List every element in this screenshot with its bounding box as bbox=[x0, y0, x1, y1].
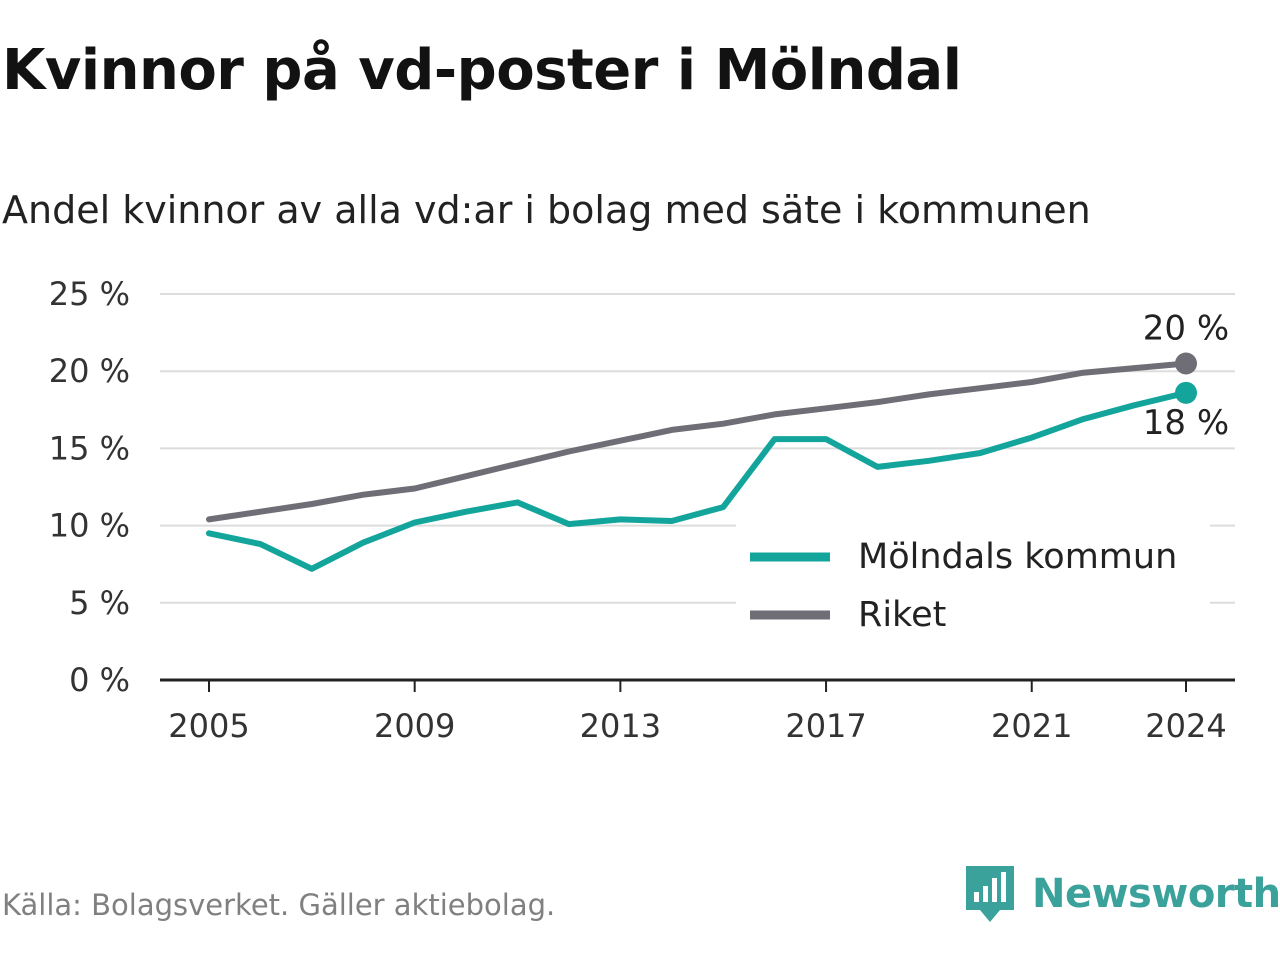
chart-title: Kvinnor på vd-poster i Mölndal bbox=[2, 38, 962, 103]
end-value-label: 20 % bbox=[1143, 308, 1229, 348]
y-tick-label: 15 % bbox=[49, 429, 130, 467]
legend-background bbox=[736, 522, 1210, 650]
x-tick-label: 2017 bbox=[785, 707, 866, 745]
y-tick-label: 20 % bbox=[49, 352, 130, 390]
newsworthy-chart-icon bbox=[966, 866, 1014, 922]
series-end-point bbox=[1175, 381, 1197, 404]
end-value-label: 18 % bbox=[1143, 403, 1229, 443]
series-end-point bbox=[1175, 352, 1197, 375]
x-tick-label: 2009 bbox=[374, 707, 455, 745]
x-tick-label: 2013 bbox=[580, 707, 661, 745]
x-tick-label: 2021 bbox=[991, 707, 1072, 745]
x-axis: 2005 2009 2013 2017 2021 2024 bbox=[160, 678, 1235, 745]
x-tick-label: 2024 bbox=[1145, 707, 1226, 745]
series-line bbox=[206, 389, 1189, 572]
y-tick-label: 25 % bbox=[49, 275, 130, 313]
legend-label: Mölndals kommun bbox=[858, 537, 1177, 577]
brand-name: Newsworthy bbox=[1032, 871, 1280, 917]
brand-logo-block[interactable]: Newsworthy bbox=[964, 864, 1280, 924]
chart-subtitle: Andel kvinnor av alla vd:ar i bolag med … bbox=[2, 188, 1091, 232]
series-line bbox=[206, 360, 1189, 523]
series-lines bbox=[206, 352, 1197, 572]
legend-label: Riket bbox=[858, 595, 946, 635]
source-note: Källa: Bolagsverket. Gäller aktiebolag. bbox=[2, 888, 556, 922]
x-tick-label: 2005 bbox=[168, 707, 249, 745]
end-labels: 18 % 20 % bbox=[1143, 308, 1229, 442]
legend: Mölndals kommun Riket bbox=[736, 522, 1210, 650]
y-axis-ticks: 0 % 5 % 10 % 15 % 20 % 25 % bbox=[49, 275, 130, 699]
y-tick-label: 5 % bbox=[69, 584, 130, 622]
y-tick-label: 0 % bbox=[69, 661, 130, 699]
y-tick-label: 10 % bbox=[49, 507, 130, 545]
line-chart: 0 %5 %10 %15 %20 %25 % 2005 2009 2013 2017 2… bbox=[49, 275, 1235, 745]
